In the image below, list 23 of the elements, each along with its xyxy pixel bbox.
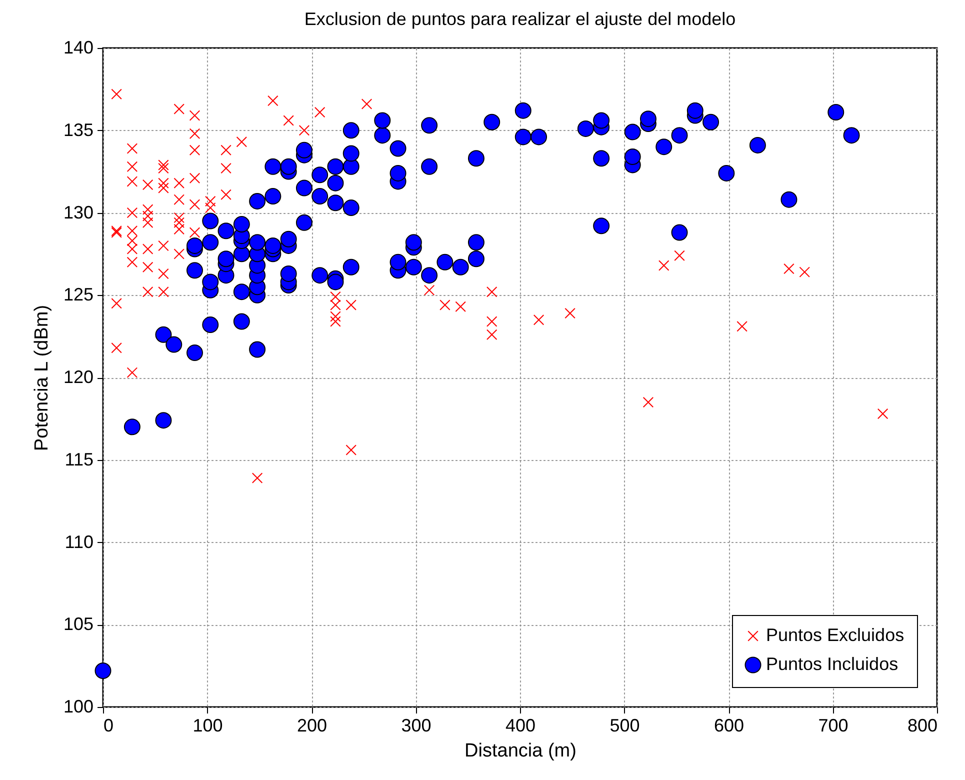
x-tick-label: 700 [818,716,848,736]
x-tick-label: 500 [610,716,640,736]
y-axis-title: Potencia L (dBm) [31,304,52,452]
y-tick-label: 135 [63,120,94,140]
x-tick-label: 400 [505,716,536,736]
y-tick-label: 110 [64,532,94,552]
y-tick-label: 105 [63,614,94,634]
x-tick-label: 200 [296,716,328,736]
y-tick-label: 120 [63,367,94,387]
legend-label: Puntos Excluidos [766,625,904,645]
y-tick-label: 115 [64,449,94,470]
chart-title: Exclusion de puntos para realizar el ajuste del modelo [304,9,736,29]
x-tick-label: 300 [401,716,432,736]
x-tick-label: 0 [104,716,114,736]
legend-label: Puntos Incluidos [766,654,898,674]
x-tick-label: 100 [192,716,223,736]
y-tick-label: 100 [63,696,94,716]
y-tick-label: 140 [63,38,94,58]
y-tick-label: 125 [63,284,94,305]
x-tick-label: 600 [714,716,744,736]
x-axis-title: Distancia (m) [464,740,576,762]
x-tick-label: 800 [907,716,938,736]
y-tick-label: 130 [63,202,94,222]
